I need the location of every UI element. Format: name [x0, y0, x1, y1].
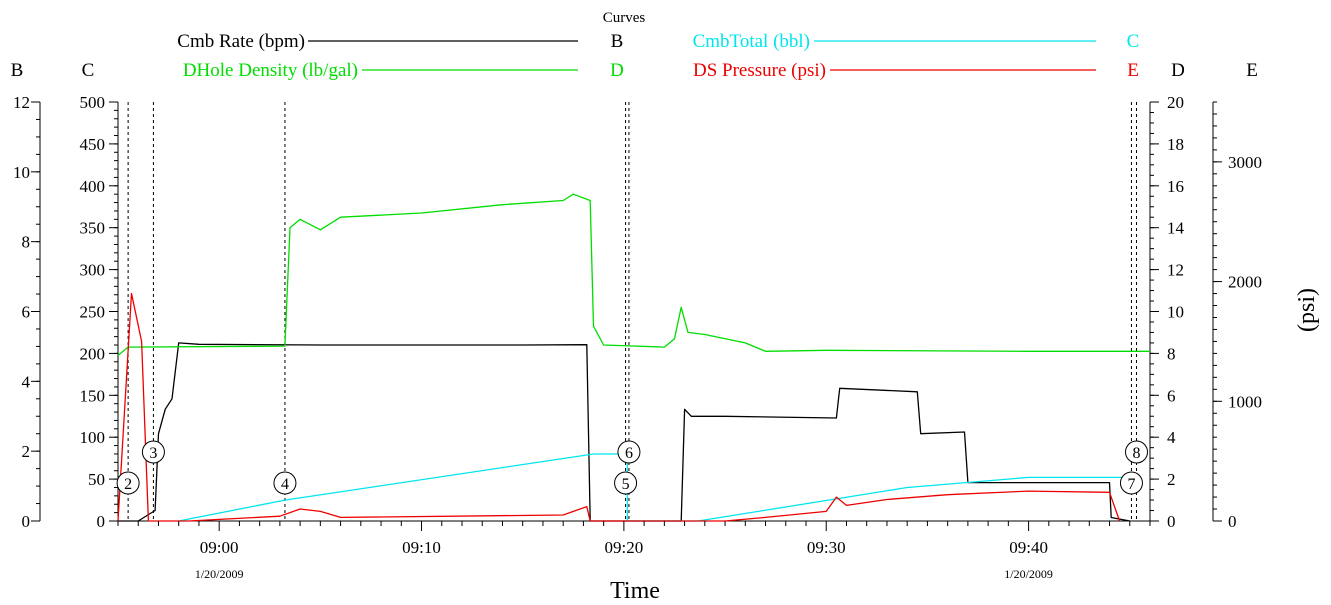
y-tick-label: 150 — [80, 386, 106, 405]
y-tick-label: 8 — [22, 233, 31, 252]
y-tick-label: 16 — [1167, 177, 1184, 196]
legend-entry-label: CmbTotal (bbl) — [693, 31, 810, 52]
legend-entry: Cmb Rate (bpm) B — [177, 31, 623, 52]
y-tick-label: 0 — [22, 512, 31, 531]
y-tick-label: 4 — [22, 372, 31, 391]
axis-header-e: E — [1246, 60, 1258, 81]
y-tick-label: 450 — [80, 135, 106, 154]
y-axis-c: 0 50 100 150 200 250 300 350 400 450 500 — [80, 93, 118, 531]
legend-entry: CmbTotal (bbl) C — [693, 31, 1140, 52]
y-tick-label: 2000 — [1228, 273, 1262, 292]
event-marker-circle — [617, 440, 641, 464]
e-axis-unit-label: (psi) — [1294, 288, 1320, 332]
y-tick-label: 400 — [80, 177, 106, 196]
x-tick-date: 1/20/2009 — [1004, 567, 1053, 581]
x-tick-label: 09:10 — [402, 538, 441, 557]
y-tick-label: 8 — [1167, 344, 1176, 363]
series-line — [178, 453, 1134, 522]
y-tick-label: 4 — [1167, 428, 1176, 447]
y-tick-label: 0 — [97, 512, 106, 531]
legend-axis-key: B — [611, 31, 624, 52]
x-tick-label: 09:30 — [807, 538, 846, 557]
y-tick-label: 18 — [1167, 135, 1184, 154]
y-tick-label: 20 — [1167, 93, 1184, 112]
axis-header-b: B — [11, 60, 24, 81]
y-tick-label: 2 — [1167, 470, 1176, 489]
event-marker-circle — [614, 471, 638, 495]
legend: Curves Cmb Rate (bpm) B CmbTotal (bbl) C DHo… — [177, 10, 1139, 81]
axis-header-c: C — [82, 60, 95, 81]
legend-entry-label: DS Pressure (psi) — [693, 60, 826, 81]
event-marker: 3 — [141, 440, 165, 464]
legend-entry: DHole Density (lb/gal) D — [183, 60, 624, 81]
event-marker-label: 5 — [622, 476, 630, 493]
y-tick-label: 350 — [80, 219, 106, 238]
x-tick-date: 1/20/2009 — [195, 567, 244, 581]
y-axis-e: 0 1000 2000 3000 — [1212, 101, 1262, 531]
event-marker-label: 4 — [281, 476, 289, 493]
y-tick-label: 50 — [88, 470, 105, 489]
y-tick-label: 1000 — [1228, 392, 1262, 411]
event-marker-circle — [1119, 471, 1143, 495]
y-tick-label: 14 — [1167, 219, 1185, 238]
event-marker: 2 — [116, 471, 140, 495]
legend-title: Curves — [603, 10, 646, 26]
y-tick-label: 12 — [1167, 261, 1184, 280]
x-tick-label: 09:40 — [1009, 538, 1048, 557]
event-marker-label: 8 — [1133, 445, 1141, 462]
series-line — [117, 292, 1121, 522]
event-marker: 5 — [614, 471, 638, 495]
y-tick-label: 0 — [1228, 512, 1237, 531]
y-tick-label: 100 — [80, 428, 106, 447]
legend-axis-key: C — [1127, 31, 1140, 52]
event-marker-circle — [1125, 440, 1149, 464]
legend-entry-label: DHole Density (lb/gal) — [183, 60, 358, 81]
legend-axis-key: D — [610, 60, 624, 81]
y-axis-b: 0 2 4 6 8 10 12 — [13, 93, 41, 531]
y-tick-label: 300 — [80, 261, 106, 280]
x-tick-label: 09:20 — [605, 538, 644, 557]
y-tick-label: 500 — [80, 93, 106, 112]
y-tick-label: 12 — [13, 93, 30, 112]
axis-header-d: D — [1171, 60, 1185, 81]
event-marker-label: 3 — [149, 445, 157, 462]
event-marker-label: 7 — [1127, 476, 1135, 493]
x-axis-label: Time — [610, 578, 660, 604]
event-marker: 8 — [1125, 440, 1149, 464]
event-marker-circle — [273, 471, 297, 495]
event-marker-label: 6 — [625, 445, 633, 462]
legend-entry: DS Pressure (psi) E — [693, 60, 1139, 81]
event-marker: 7 — [1119, 471, 1143, 495]
event-marker-circle — [141, 440, 165, 464]
legend-entry-label: Cmb Rate (bpm) — [177, 31, 305, 52]
y-tick-label: 250 — [80, 303, 106, 322]
y-tick-label: 0 — [1167, 512, 1176, 531]
y-tick-label: 2 — [22, 442, 31, 461]
y-axis-d: 0 2 4 6 8 10 12 14 16 18 20 — [1150, 93, 1185, 531]
event-marker-label: 2 — [124, 476, 132, 493]
y-tick-label: 10 — [1167, 303, 1184, 322]
event-marker-circle — [116, 471, 140, 495]
event-marker: 6 — [617, 440, 641, 464]
y-tick-label: 6 — [1167, 386, 1176, 405]
legend-axis-key: E — [1127, 60, 1139, 81]
event-marker: 4 — [273, 471, 297, 495]
y-tick-label: 3000 — [1228, 153, 1262, 172]
series-line — [117, 193, 1150, 356]
x-tick-label: 09:00 — [200, 538, 239, 557]
y-tick-label: 10 — [13, 163, 30, 182]
series-line — [118, 342, 1130, 522]
y-tick-label: 200 — [80, 344, 106, 363]
y-tick-label: 6 — [22, 303, 31, 322]
